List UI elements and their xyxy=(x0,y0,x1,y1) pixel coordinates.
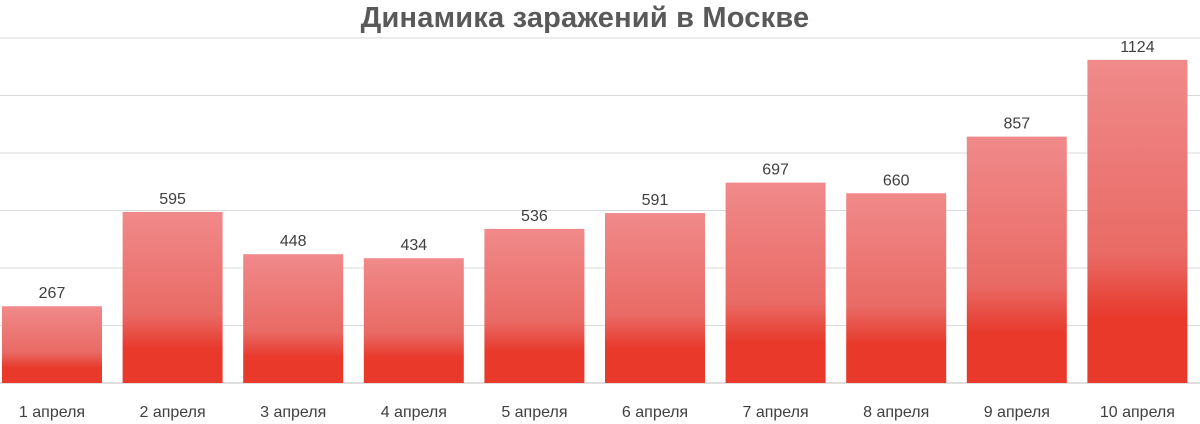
bar xyxy=(122,211,223,383)
x-tick-label: 6 апреля xyxy=(622,404,688,421)
bar xyxy=(605,213,705,383)
bars xyxy=(2,59,1188,383)
data-label: 1124 xyxy=(1120,39,1155,56)
x-tick-label: 5 апреля xyxy=(501,404,567,421)
data-label: 434 xyxy=(400,237,427,254)
x-tick-label: 8 апреля xyxy=(863,404,929,421)
data-label: 591 xyxy=(642,192,669,209)
x-tick-label: 2 апреля xyxy=(140,404,206,421)
bar xyxy=(966,136,1067,383)
data-label: 267 xyxy=(39,285,66,302)
x-tick-label: 1 апреля xyxy=(19,404,85,421)
bar xyxy=(2,306,102,383)
x-tick-label: 7 апреля xyxy=(743,404,809,421)
data-label: 857 xyxy=(1003,116,1030,133)
x-tick-label: 9 апреля xyxy=(984,404,1050,421)
bar xyxy=(484,228,585,383)
chart-title: Динамика заражений в Москве xyxy=(360,2,810,34)
data-label: 697 xyxy=(762,162,789,179)
x-tick-label: 4 апреля xyxy=(381,404,447,421)
data-label: 536 xyxy=(521,208,548,225)
x-tick-label: 10 апреля xyxy=(1100,404,1175,421)
data-labels: 267 595 448 434 536 591 697 660 857 1124 xyxy=(39,39,1155,302)
bar xyxy=(725,182,826,383)
bar xyxy=(846,193,947,383)
data-label: 448 xyxy=(280,233,307,250)
bar xyxy=(1087,59,1188,383)
data-label: 660 xyxy=(883,172,910,189)
data-label: 595 xyxy=(159,191,186,208)
x-axis-labels: 1 апреля 2 апреля 3 апреля 4 апреля 5 апреля… xyxy=(19,404,1175,421)
bar xyxy=(243,254,344,383)
bar xyxy=(363,258,464,383)
x-tick-label: 3 апреля xyxy=(260,404,326,421)
